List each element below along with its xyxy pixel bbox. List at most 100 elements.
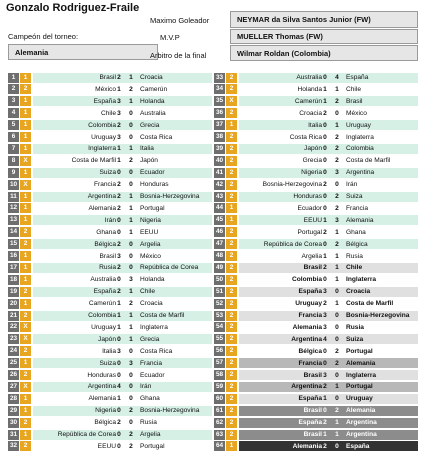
prediction-mark[interactable]: X	[226, 96, 237, 107]
match-row[interactable]: 26 2 Honduras 0 0 Ecuador	[8, 370, 212, 381]
prediction-mark[interactable]: 2	[226, 179, 237, 190]
prediction-mark[interactable]: 2	[20, 84, 31, 95]
prediction-mark[interactable]: 1	[20, 191, 31, 202]
prediction-mark[interactable]: 1	[20, 120, 31, 131]
prediction-mark[interactable]: 2	[226, 262, 237, 273]
prediction-mark[interactable]: 1	[20, 405, 31, 416]
prediction-mark[interactable]: 2	[226, 381, 237, 392]
prediction-mark[interactable]: 2	[20, 417, 31, 428]
match-row[interactable]: 23 X Japón 0 1 Grecia	[8, 334, 212, 345]
match-row[interactable]: 13 1 Irán 0 1 Nigeria	[8, 215, 212, 226]
prediction-mark[interactable]: 1	[20, 393, 31, 404]
match-row[interactable]: 1 1 Brasil 2 1 Croacia	[8, 72, 212, 83]
match-row[interactable]: 61 2 Brasil 0 2 Alemania	[214, 405, 418, 416]
match-row[interactable]: 40 2 Grecia 0 2 Costa de Marfil	[214, 155, 418, 166]
prediction-mark[interactable]: 2	[226, 108, 237, 119]
prediction-mark[interactable]: X	[20, 322, 31, 333]
match-row[interactable]: 10 X Francia 2 0 Honduras	[8, 179, 212, 190]
prediction-mark[interactable]: 2	[226, 227, 237, 238]
prediction-mark[interactable]: 1	[20, 274, 31, 285]
mvp-field[interactable]: MUELLER Thomas (FW)	[230, 29, 418, 44]
match-row[interactable]: 3 1 España 3 1 Holanda	[8, 96, 212, 107]
match-row[interactable]: 43 2 Honduras 0 2 Suiza	[214, 191, 418, 202]
prediction-mark[interactable]: 1	[20, 96, 31, 107]
prediction-mark[interactable]: 2	[226, 72, 237, 83]
prediction-mark[interactable]: 2	[226, 167, 237, 178]
prediction-mark[interactable]: 2	[226, 251, 237, 261]
match-row[interactable]: 7 1 Inglaterra 1 1 Italia	[8, 143, 212, 154]
prediction-mark[interactable]: 2	[226, 358, 237, 369]
prediction-mark[interactable]: 2	[20, 310, 31, 321]
prediction-mark[interactable]: 1	[20, 298, 31, 309]
prediction-mark[interactable]: 2	[226, 274, 237, 285]
match-row[interactable]: 20 1 Camerún 1 2 Croacia	[8, 298, 212, 309]
top-scorer-field[interactable]: NEYMAR da Silva Santos Junior (FW)	[230, 11, 418, 28]
match-row[interactable]: 18 1 Australia 0 3 Holanda	[8, 274, 212, 285]
match-row[interactable]: 56 2 Bélgica 0 2 Portugal	[214, 346, 418, 357]
match-row[interactable]: 24 2 Italia 3 0 Costa Rica	[8, 346, 212, 357]
match-row[interactable]: 41 2 Nigeria 0 3 Argentina	[214, 167, 418, 178]
prediction-mark[interactable]: 1	[20, 215, 31, 226]
prediction-mark[interactable]: 2	[226, 417, 237, 428]
prediction-mark[interactable]: 1	[20, 358, 31, 369]
prediction-mark[interactable]: 2	[226, 334, 237, 345]
prediction-mark[interactable]: 2	[226, 405, 237, 416]
prediction-mark[interactable]: 1	[226, 441, 237, 452]
match-row[interactable]: 35 X Camerún 1 2 Brasil	[214, 96, 418, 107]
match-row[interactable]: 17 1 Rusia 2 0 República de Corea	[8, 262, 212, 273]
match-row[interactable]: 58 2 Brasil 3 0 Inglaterra	[214, 370, 418, 381]
prediction-mark[interactable]: 1	[20, 429, 31, 440]
prediction-mark[interactable]: 2	[226, 191, 237, 202]
match-row[interactable]: 14 2 Ghana 0 1 EEUU	[8, 227, 212, 238]
prediction-mark[interactable]: 1	[20, 262, 31, 273]
prediction-mark[interactable]: 1	[20, 143, 31, 154]
match-row[interactable]: 11 1 Argentina 2 1 Bosnia-Herzegovina	[8, 191, 212, 202]
match-row[interactable]: 46 2 Portugal 2 1 Ghana	[214, 227, 418, 238]
match-row[interactable]: 31 1 República de Corea 0 2 Argelia	[8, 429, 212, 440]
prediction-mark[interactable]: 1	[20, 108, 31, 119]
match-row[interactable]: 9 1 Suiza 0 0 Ecuador	[8, 167, 212, 178]
prediction-mark[interactable]: 2	[226, 322, 237, 333]
match-row[interactable]: 62 2 España 2 1 Argentina	[214, 417, 418, 428]
referee-field[interactable]: Wilmar Roldan (Colombia)	[230, 45, 418, 61]
match-row[interactable]: 52 2 Uruguay 2 1 Costa de Marfil	[214, 298, 418, 309]
prediction-mark[interactable]: 2	[20, 239, 31, 250]
match-row[interactable]: 39 2 Japón 0 2 Colombia	[214, 143, 418, 154]
match-row[interactable]: 50 2 Colombia 0 1 Inglaterra	[214, 274, 418, 285]
prediction-mark[interactable]: X	[20, 179, 31, 190]
match-row[interactable]: 8 X Costa de Marfil 1 2 Japón	[8, 155, 212, 166]
prediction-mark[interactable]: 2	[20, 346, 31, 357]
prediction-mark[interactable]: 1	[226, 120, 237, 131]
match-row[interactable]: 37 1 Italia 0 1 Uruguay	[214, 120, 418, 131]
prediction-mark[interactable]: 2	[226, 286, 237, 297]
match-row[interactable]: 57 2 Francia 0 2 Alemania	[214, 358, 418, 369]
prediction-mark[interactable]: 2	[226, 298, 237, 309]
match-row[interactable]: 22 X Uruguay 1 1 Inglaterra	[8, 322, 212, 333]
prediction-mark[interactable]: 2	[226, 143, 237, 154]
match-row[interactable]: 34 2 Holanda 1 1 Chile	[214, 84, 418, 95]
match-row[interactable]: 60 2 España 1 0 Uruguay	[214, 393, 418, 404]
prediction-mark[interactable]: 2	[226, 370, 237, 380]
match-row[interactable]: 32 2 EEUU 0 2 Portugal	[8, 441, 212, 452]
prediction-mark[interactable]: 1	[20, 203, 31, 214]
prediction-mark[interactable]: 1	[20, 72, 31, 83]
prediction-mark[interactable]: 2	[226, 155, 237, 166]
match-row[interactable]: 33 2 Australia 0 4 España	[214, 72, 418, 83]
match-row[interactable]: 6 1 Uruguay 3 0 Costa Rica	[8, 132, 212, 143]
match-row[interactable]: 27 X Argentina 4 0 Irán	[8, 381, 212, 392]
match-row[interactable]: 63 2 Brasil 1 1 Argentina	[214, 429, 418, 440]
match-row[interactable]: 49 2 Brasil 2 1 Chile	[214, 262, 418, 273]
prediction-mark[interactable]: 2	[226, 346, 237, 357]
prediction-mark[interactable]: 2	[226, 393, 237, 404]
match-row[interactable]: 54 2 Alemania 3 0 Rusia	[214, 322, 418, 333]
match-row[interactable]: 25 1 Suiza 0 3 Francia	[8, 358, 212, 369]
prediction-mark[interactable]: 2	[226, 310, 237, 321]
match-row[interactable]: 15 2 Bélgica 2 0 Argelia	[8, 239, 212, 250]
match-row[interactable]: 30 2 Bélgica 2 0 Rusia	[8, 417, 212, 428]
prediction-mark[interactable]: 1	[20, 167, 31, 178]
champion-field[interactable]: Alemania	[8, 44, 158, 60]
prediction-mark[interactable]: 1	[20, 251, 31, 261]
prediction-mark[interactable]: 2	[226, 429, 237, 440]
match-row[interactable]: 5 1 Colombia 2 0 Grecia	[8, 120, 212, 131]
match-row[interactable]: 47 2 República de Corea 0 2 Bélgica	[214, 239, 418, 250]
